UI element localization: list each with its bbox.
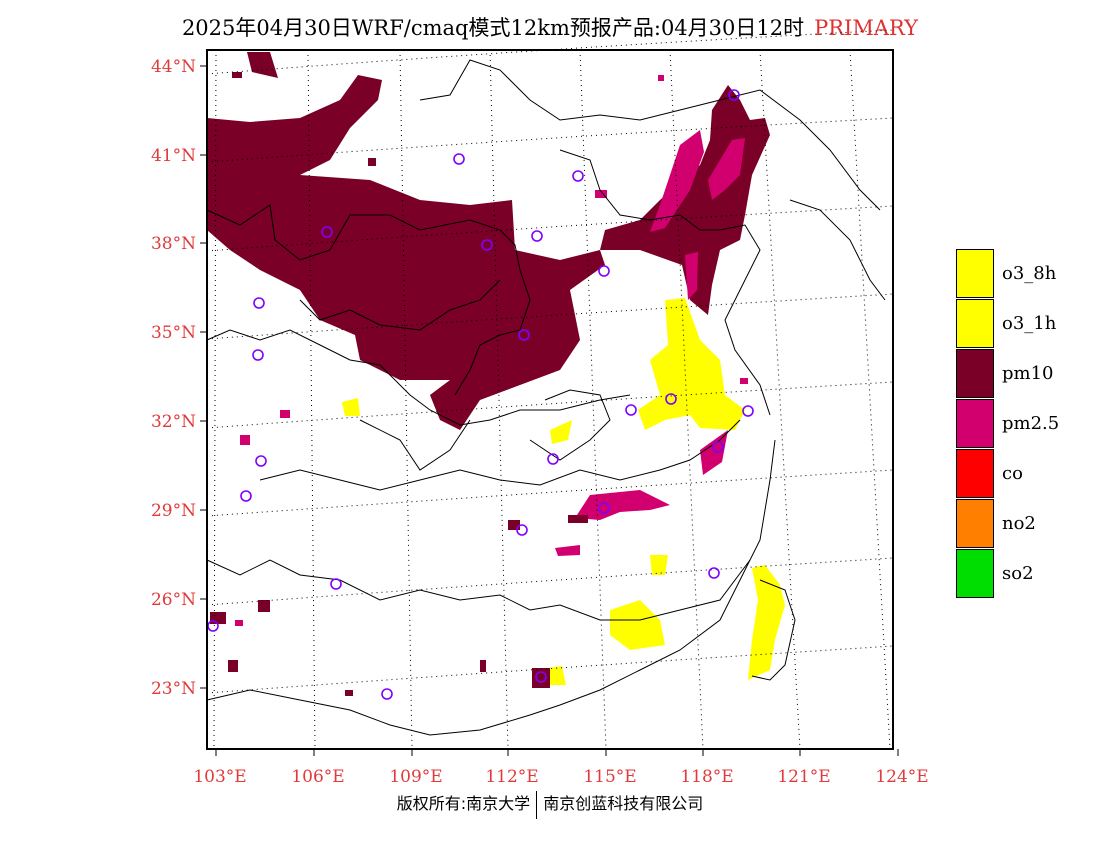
legend-label: o3_8h [1002,263,1057,284]
lon-label: 121°E [777,767,830,787]
map-title: 2025年04月30日WRF/cmaq模式12km预报产品:04月30日12时 P… [0,12,1100,42]
pm10-north-top [247,52,278,78]
station-markers [207,89,754,700]
pm25-hunan [555,545,580,556]
legend-swatch [956,499,994,548]
lon-label: 118°E [680,767,733,787]
lat-label: 44°N [151,57,196,77]
lon-label: 106°E [291,767,344,787]
pm10-northeast [600,85,770,315]
o3-east [638,298,745,430]
footer: 版权所有:南京大学 南京创蓝科技有限公司 [0,790,1100,819]
legend-swatch [956,349,994,398]
o3-south [548,666,566,685]
lat-label: 35°N [151,323,196,343]
legend-label: pm10 [1002,363,1054,384]
legend-swatch [956,399,994,448]
map-frame [206,49,894,750]
legend-swatch [956,299,994,348]
lon-label: 115°E [583,767,636,787]
lat-label: 32°N [151,412,196,432]
lat-labels: 44°N 41°N 38°N 35°N 32°N 29°N 26°N 23°N [151,57,207,699]
o3-jiangxi [550,420,572,444]
copyright-left: 版权所有:南京大学 [396,794,531,813]
lon-label: 109°E [389,767,442,787]
graticule [206,29,894,750]
legend-label: o3_1h [1002,313,1057,334]
legend-label: so2 [1002,563,1034,584]
lon-label: 112°E [485,767,538,787]
o3-taiwan [748,565,785,680]
pm25-anhui [700,430,728,475]
pm25-northeast [650,130,704,232]
legend-swatch [956,549,994,598]
lat-label: 29°N [151,501,196,521]
footer-separator [536,790,538,819]
legend-label: no2 [1002,513,1036,534]
lat-label: 23°N [151,679,196,699]
copyright-right: 南京创蓝科技有限公司 [543,794,704,813]
lat-label: 26°N [151,590,196,610]
legend-label: pm2.5 [1002,413,1060,434]
pm25-shandong [685,252,698,300]
boundary-lines [206,59,886,736]
title-text: 2025年04月30日WRF/cmaq模式12km预报产品:04月30日12时 [181,16,805,40]
legend-swatch [956,449,994,498]
lon-label: 103°E [193,767,246,787]
lat-label: 38°N [151,234,196,254]
o3-sichuan [342,398,360,416]
lon-label: 124°E [875,767,928,787]
pm10-region-north [207,75,605,430]
primary-label: PRIMARY [814,16,919,40]
legend-swatch [956,249,994,298]
lat-label: 41°N [151,146,196,166]
o3-guangdong [610,600,665,650]
lon-labels: 103°E 106°E 109°E 112°E 115°E 118°E 121°E 124°E [193,749,929,787]
legend-label: co [1002,463,1023,484]
pm25-scatter [235,75,748,626]
pm25-cluster [575,490,670,520]
pm25-hebei [708,138,745,200]
o3-fujian [650,555,668,575]
pollutant-fields [207,52,785,696]
